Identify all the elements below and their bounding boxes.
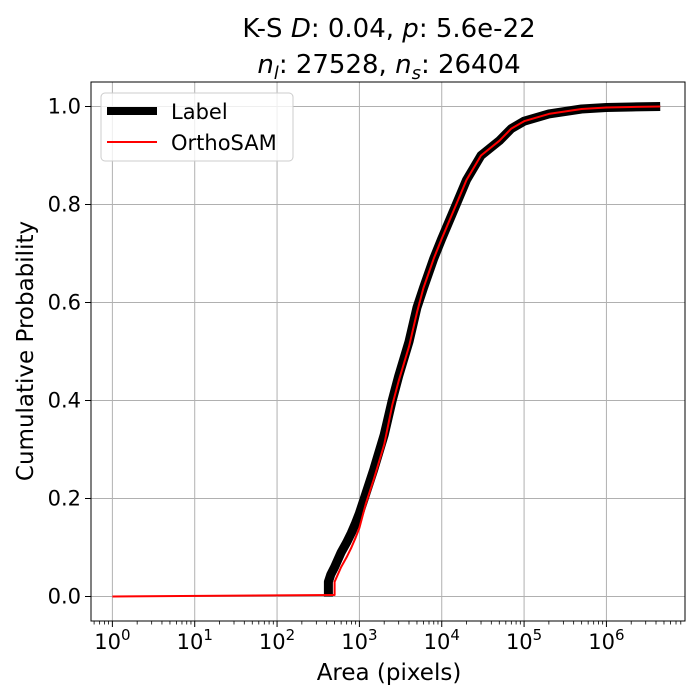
legend-label-label: Label xyxy=(171,100,228,124)
plot-frame xyxy=(90,81,686,622)
axis-ticks: 100 101 102 103 104 105 106 0.0 0.2 0.4 0.6 0.8 1.0 xyxy=(48,95,682,654)
chart-title: K-S D: 0.04, p: 5.6e-22 nl: 27528, ns: 2… xyxy=(242,14,535,84)
y-tick-label: 0.0 xyxy=(48,585,81,609)
x-tick-label: 100 xyxy=(94,626,130,654)
y-axis-label: Cumulative Probability xyxy=(13,221,39,481)
x-tick-label: 104 xyxy=(424,626,460,654)
y-tick-label: 1.0 xyxy=(48,95,81,119)
data-series xyxy=(112,102,661,598)
title-line-2: nl: 27528, ns: 26404 xyxy=(257,50,520,84)
x-tick-label: 101 xyxy=(177,626,213,654)
legend: Label OrthoSAM xyxy=(100,92,294,162)
y-tick-label: 0.2 xyxy=(48,487,81,511)
title-line-1: K-S D: 0.04, p: 5.6e-22 xyxy=(242,14,535,44)
x-tick-label: 106 xyxy=(588,626,624,654)
x-tick-label: 105 xyxy=(506,626,542,654)
x-tick-label: 102 xyxy=(259,626,295,654)
y-tick-label: 0.4 xyxy=(48,389,81,413)
y-tick-label: 0.8 xyxy=(48,193,81,217)
x-tick-label: 103 xyxy=(341,626,377,654)
legend-label-orthosam: OrthoSAM xyxy=(171,131,277,155)
y-tick-label: 0.6 xyxy=(48,291,81,315)
series-line-orthosam xyxy=(112,105,661,598)
x-axis-label: Area (pixels) xyxy=(317,660,462,686)
